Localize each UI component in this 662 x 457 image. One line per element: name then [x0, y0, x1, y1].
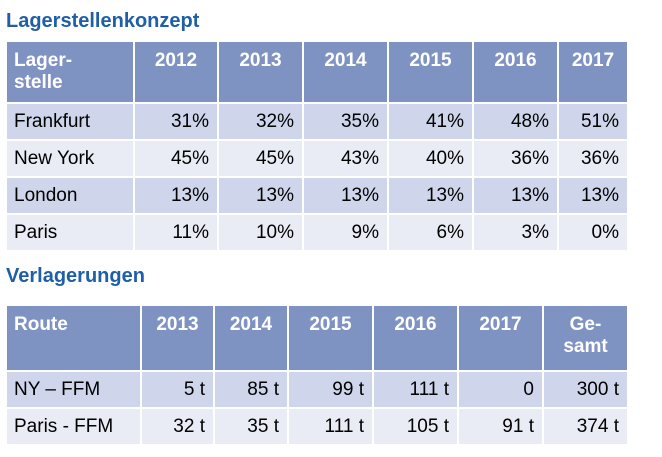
table-row: NY – FFM 5 t 85 t 99 t 111 t 0 300 t [7, 370, 627, 408]
header-cell: Lager-stelle [7, 42, 135, 103]
table-cell: 91 t [458, 407, 544, 444]
table-cell: 45% [134, 139, 219, 177]
header-cell: 2016 [373, 306, 459, 371]
table-cell: NY – FFM [7, 370, 142, 408]
header-cell: 2013 [141, 306, 215, 371]
table-cell: 10% [218, 213, 304, 250]
section-title-lagerstellenkonzept: Lagerstellenkonzept [6, 10, 200, 32]
header-cell: 2013 [218, 42, 304, 103]
table-cell: 35 t [214, 407, 289, 444]
table-row: London 13% 13% 13% 13% 13% 13% [7, 176, 627, 214]
table-cell: 0% [558, 213, 627, 250]
table-cell: 31% [134, 102, 219, 140]
table-cell: New York [7, 139, 135, 177]
table-cell: 6% [388, 213, 474, 250]
table-cell: 13% [473, 176, 559, 214]
table-cell: 9% [303, 213, 389, 250]
table-cell: London [7, 176, 135, 214]
table-cell: 13% [218, 176, 304, 214]
table-cell: 35% [303, 102, 389, 140]
table-cell: 32 t [141, 407, 215, 444]
table-cell: 13% [388, 176, 474, 214]
header-cell: Ge-samt [543, 306, 627, 371]
header-label: Lager-stelle [14, 50, 73, 93]
header-cell: 2017 [458, 306, 544, 371]
table-cell: 13% [134, 176, 219, 214]
table-cell: 85 t [214, 370, 289, 408]
table-cell: 13% [303, 176, 389, 214]
table-cell: 300 t [543, 370, 627, 408]
header-cell: 2016 [473, 42, 559, 103]
table-cell: Paris - FFM [7, 407, 142, 444]
table-cell: 11% [134, 213, 219, 250]
table-cell: 99 t [288, 370, 374, 408]
table-row: New York 45% 45% 43% 40% 36% 36% [7, 139, 627, 177]
table-cell: 0 [458, 370, 544, 408]
table-header-row: Lager-stelle 2012 2013 2014 2015 2016 20… [7, 42, 627, 103]
header-cell: 2012 [134, 42, 219, 103]
relocation-table: Route 2013 2014 2015 2016 2017 Ge-samt N… [7, 306, 627, 444]
table-cell: 32% [218, 102, 304, 140]
table-cell: 105 t [373, 407, 459, 444]
header-cell: 2017 [558, 42, 627, 103]
table-row: Frankfurt 31% 32% 35% 41% 48% 51% [7, 102, 627, 140]
table-cell: 45% [218, 139, 304, 177]
table-cell: 43% [303, 139, 389, 177]
header-cell: 2015 [288, 306, 374, 371]
table-cell: 13% [558, 176, 627, 214]
table-cell: 36% [473, 139, 559, 177]
table-cell: 5 t [141, 370, 215, 408]
table-cell: Paris [7, 213, 135, 250]
table-cell: 48% [473, 102, 559, 140]
header-cell: 2014 [214, 306, 289, 371]
table-cell: 41% [388, 102, 474, 140]
table-cell: Frankfurt [7, 102, 135, 140]
header-cell: Route [7, 306, 142, 371]
table-header-row: Route 2013 2014 2015 2016 2017 Ge-samt [7, 306, 627, 371]
table-cell: 40% [388, 139, 474, 177]
header-label: Ge-samt [563, 314, 608, 357]
table-cell: 111 t [288, 407, 374, 444]
table-row: Paris - FFM 32 t 35 t 111 t 105 t 91 t 3… [7, 407, 627, 444]
header-cell: 2014 [303, 42, 389, 103]
table-cell: 111 t [373, 370, 459, 408]
storage-location-table: Lager-stelle 2012 2013 2014 2015 2016 20… [7, 42, 627, 250]
table-cell: 36% [558, 139, 627, 177]
section-title-verlagerungen: Verlagerungen [6, 265, 145, 287]
table-cell: 374 t [543, 407, 627, 444]
table-row: Paris 11% 10% 9% 6% 3% 0% [7, 213, 627, 250]
header-cell: 2015 [388, 42, 474, 103]
table-cell: 51% [558, 102, 627, 140]
table-cell: 3% [473, 213, 559, 250]
